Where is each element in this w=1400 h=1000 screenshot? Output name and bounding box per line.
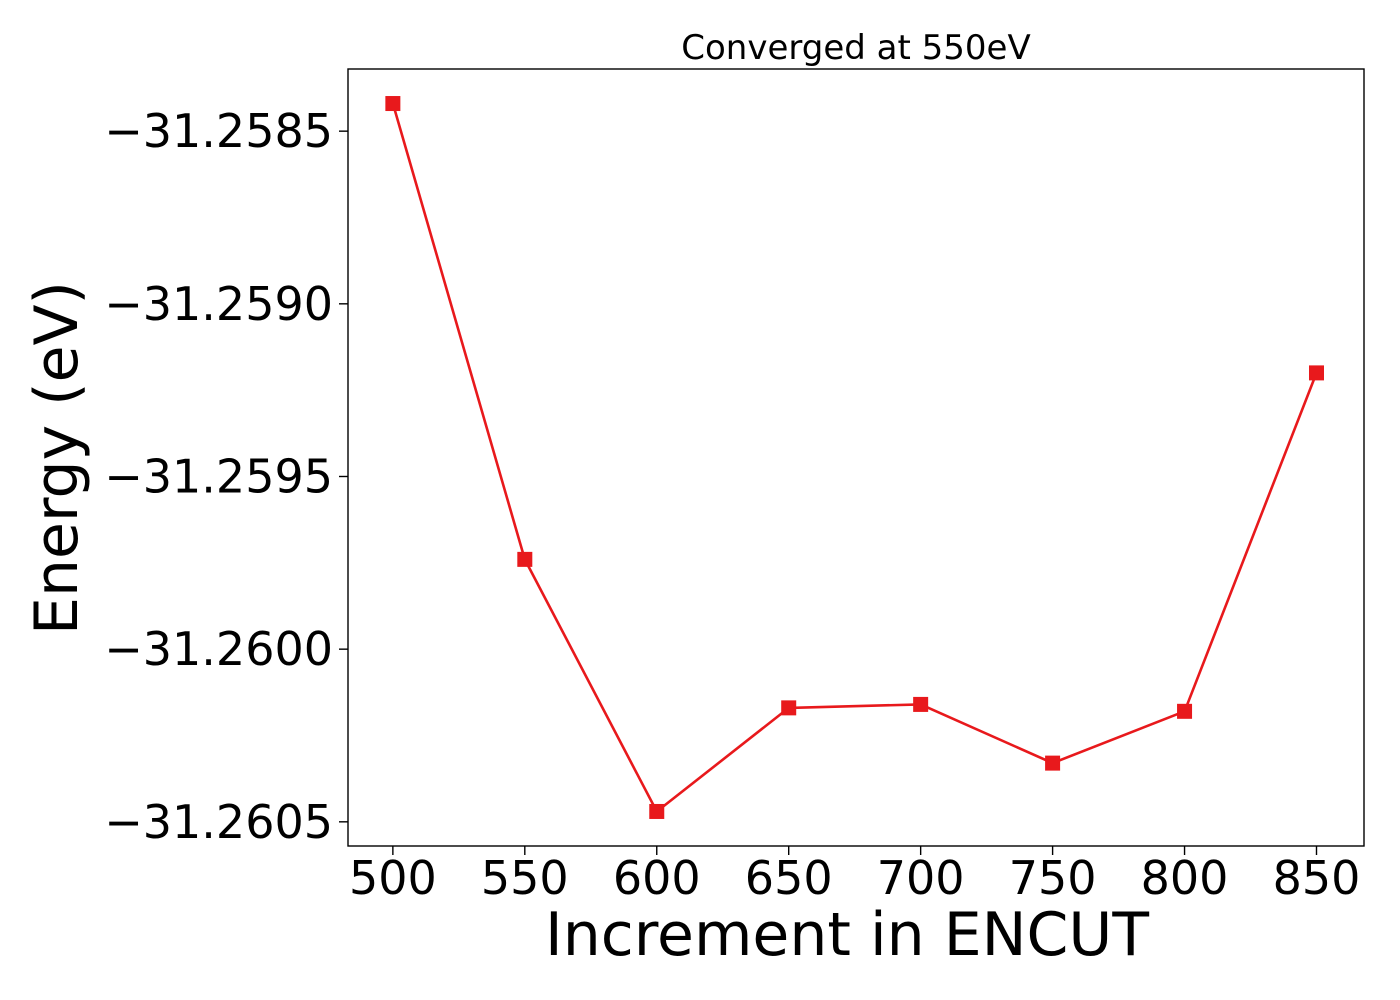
data-point-marker [649,803,665,819]
chart-title: Converged at 550eV [681,28,1030,68]
data-point-marker [385,96,401,112]
y-axis-label: Energy (eV) [22,281,92,635]
x-tick-label: 850 [1273,851,1361,905]
y-tick-label: −31.2605 [104,795,333,849]
y-axis-ticks: −31.2585 −31.2590 −31.2595 −31.2600 −31.2605 [104,104,348,849]
data-point-marker [1308,365,1324,381]
plot-area [385,96,1324,819]
y-tick-label: −31.2590 [104,277,333,331]
data-point-marker [517,551,533,567]
x-tick-label: 600 [613,851,701,905]
y-tick-label: −31.2600 [104,622,333,676]
x-tick-label: 500 [349,851,437,905]
y-tick-label: −31.2585 [104,104,333,158]
x-axis-ticks: 500 550 600 650 700 750 800 850 [349,846,1360,905]
data-point-marker [913,696,929,712]
x-tick-label: 750 [1009,851,1097,905]
plot-frame [347,68,1365,847]
x-tick-label: 800 [1141,851,1229,905]
x-axis-label: Increment in ENCUT [545,900,1149,970]
x-tick-label: 550 [481,851,569,905]
data-point-marker [1177,703,1193,719]
x-tick-label: 650 [745,851,833,905]
series-line [391,103,1318,813]
data-point-marker [1045,755,1061,771]
x-tick-label: 700 [877,851,965,905]
y-tick-label: −31.2595 [104,449,333,503]
data-point-marker [781,700,797,716]
